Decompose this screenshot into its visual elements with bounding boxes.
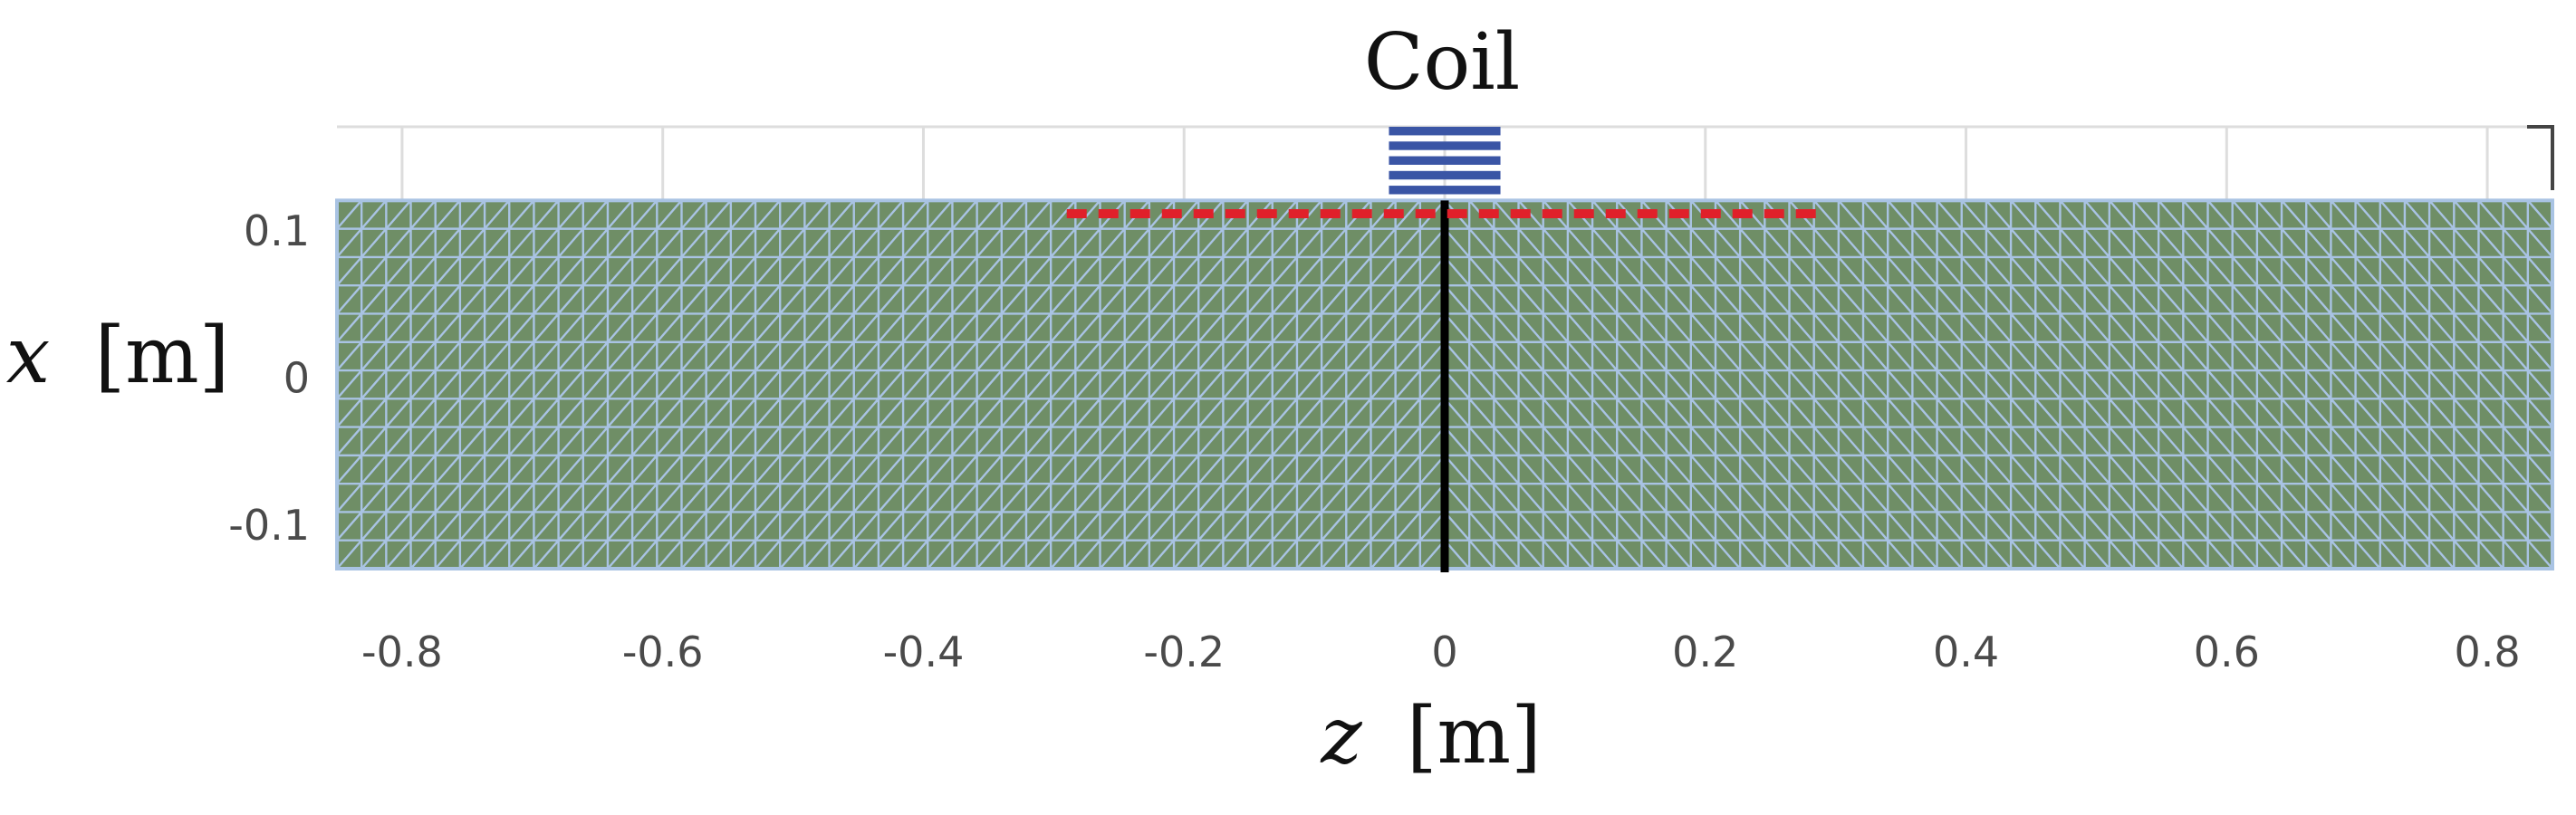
y-tick-label: 0.1 [244,206,310,255]
x-tick-label: 0 [1431,628,1457,676]
coil-turn [1389,127,1501,136]
coil-label: Coil [1364,17,1521,108]
y-axis-label: x [m] [6,311,230,401]
x-axis-unit: [m] [1407,691,1542,781]
y-tick-label: -0.1 [228,501,310,550]
coil-turn [1389,186,1501,195]
mesh-edges [335,199,2554,570]
x-axis-variable: z [1320,691,1362,781]
y-axis-unit: [m] [95,311,230,401]
x-tick-label: -0.8 [361,628,443,676]
x-tick-label: -0.6 [622,628,704,676]
y-tick-labels: 0.1 0 -0.1 [228,206,310,550]
coil-turns [1389,127,1501,195]
x-tick-labels: -0.8 -0.6 -0.4 -0.2 0 0.2 0.4 0.6 0.8 [361,628,2521,676]
y-tick-label: 0 [284,354,310,403]
y-axis-variable: x [6,311,51,401]
x-tick-label: -0.4 [883,628,965,676]
x-tick-label: -0.2 [1143,628,1225,676]
x-tick-label: 0.6 [2194,628,2260,676]
coil-turn [1389,156,1501,165]
x-tick-label: 0.2 [1672,628,1738,676]
frame-corner-mark [2527,125,2554,190]
x-tick-label: 0.8 [2454,628,2520,676]
x-axis-label: z [m] [1320,691,1541,781]
triangular-mesh [335,199,2554,570]
coil-turn [1389,170,1501,180]
coil-turn [1389,141,1501,150]
x-tick-label: 0.4 [1933,628,1999,676]
